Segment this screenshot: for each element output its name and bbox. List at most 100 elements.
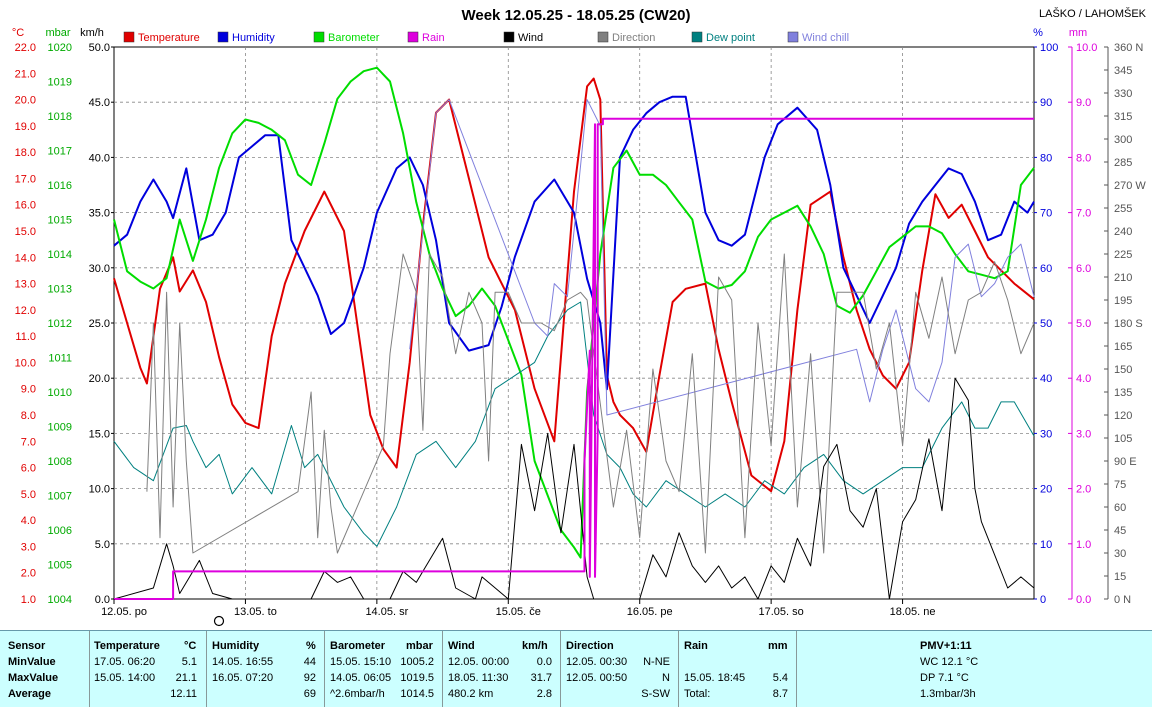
direction-avg-value: S-SW — [641, 688, 670, 700]
y-tick-label-dir: 315 — [1114, 111, 1132, 123]
y-tick-label-wind: 20.0 — [89, 373, 110, 385]
series-line-temperature — [113, 77, 1035, 493]
series-line-direction — [146, 253, 1035, 554]
y-tick-label-rain: 1.0 — [1076, 539, 1091, 551]
barometer-unit: mbar — [406, 640, 433, 652]
y-tick-label-dir: 150 — [1114, 364, 1132, 376]
sensor-header: Sensor — [8, 640, 46, 652]
temperature-max-value: 21.1 — [175, 672, 197, 684]
y-tick-label-baro: 1007 — [48, 491, 72, 503]
y-tick-label-wind: 0.0 — [95, 594, 110, 606]
y-tick-label-dir: 45 — [1114, 525, 1126, 537]
legend-label: Wind — [518, 32, 543, 44]
y-tick-label-temp: 22.0 — [15, 42, 36, 54]
y-tick-label-wind: 10.0 — [89, 484, 110, 496]
legend-label: Temperature — [138, 32, 200, 44]
y-tick-label-baro: 1008 — [48, 456, 72, 468]
pmv-header: PMV+1:11 — [920, 640, 972, 652]
y-tick-label-dir: 30 — [1114, 548, 1126, 560]
y-tick-label-baro: 1009 — [48, 422, 72, 434]
series-line-rain — [114, 117, 1034, 600]
wind-max-value: 31.7 — [530, 672, 552, 684]
y-tick-label-baro: 1014 — [48, 249, 72, 261]
y-tick-label-temp: 10.0 — [15, 357, 36, 369]
pressure-trend: 1.3mbar/3h — [920, 688, 976, 700]
x-axis: 12.05. po 13.05. to 14.05. sr 15.05. če 16.0… — [101, 599, 936, 618]
y-tick-label-dir: 75 — [1114, 479, 1126, 491]
y-tick-label-temp: 20.0 — [15, 95, 36, 107]
humidity-unit: % — [306, 640, 316, 652]
legend-swatch — [503, 31, 515, 43]
temperature-min-time: 17.05. 06:20 — [94, 656, 156, 668]
axis-unit-label: mm — [1069, 27, 1087, 39]
x-tick-label: 17.05. so — [759, 606, 804, 618]
y-tick-label-baro: 1017 — [48, 146, 72, 158]
barometer-max-value: 1019.5 — [400, 672, 434, 684]
barometer-avg-value: 1014.5 — [400, 688, 434, 700]
y-tick-label-temp: 14.0 — [15, 252, 36, 264]
y-tick-label-hum: 70 — [1040, 208, 1052, 220]
direction-max-time: 12.05. 00:50 — [566, 672, 628, 684]
legend-swatch — [597, 31, 609, 43]
humidity-max-time: 16.05. 07:20 — [212, 672, 274, 684]
x-tick-label: 13.05. to — [234, 606, 277, 618]
statistics-table: Sensor MinValue MaxValue Average Tempera… — [0, 630, 1152, 707]
y-tick-label-hum: 0 — [1040, 594, 1046, 606]
y-tick-label-dir: 165 — [1114, 341, 1132, 353]
y-tick-label-dir: 0 N — [1114, 594, 1131, 606]
y-tick-label-baro: 1011 — [48, 353, 72, 365]
y-tick-label-rain: 0.0 — [1076, 594, 1091, 606]
y-tick-label-dir: 240 — [1114, 226, 1132, 238]
wind-distance: 480.2 km — [448, 688, 494, 700]
y-tick-label-rain: 4.0 — [1076, 373, 1091, 385]
dew-point-value: DP 7.1 °C — [920, 672, 969, 684]
y-tick-label-temp: 3.0 — [21, 541, 36, 553]
y-tick-label-wind: 45.0 — [89, 97, 110, 109]
x-tick-label: 18.05. ne — [890, 606, 936, 618]
temperature-unit: °C — [184, 640, 197, 652]
barometer-trend: ^2.6mbar/h — [330, 688, 385, 700]
axis-unit-labels: °C mbar km/h% mm — [12, 27, 1087, 39]
y-tick-label-wind: 50.0 — [89, 42, 110, 54]
y-tick-label-wind: 40.0 — [89, 152, 110, 164]
legend-swatch — [313, 31, 325, 43]
legend-swatch — [407, 31, 419, 43]
temperature-min-value: 5.1 — [181, 656, 197, 668]
y-tick-label-dir: 300 — [1114, 134, 1132, 146]
temperature-max-time: 15.05. 14:00 — [94, 672, 156, 684]
rain-header: Rain — [684, 640, 708, 652]
station-name: LAŠKO / LAHOMŠEK — [1039, 7, 1147, 20]
barometer-max-time: 14.05. 06:05 — [330, 672, 392, 684]
humidity-max-value: 92 — [303, 672, 316, 684]
y-tick-label-wind: 25.0 — [89, 318, 110, 330]
legend-swatch — [691, 31, 703, 43]
y-tick-label-baro: 1005 — [48, 560, 72, 572]
y-tick-label-baro: 1016 — [48, 180, 72, 192]
barometer-min-time: 15.05. 15:10 — [330, 656, 392, 668]
y-tick-label-baro: 1010 — [48, 387, 72, 399]
y-tick-label-dir: 210 — [1114, 272, 1132, 284]
y-tick-label-rain: 9.0 — [1076, 97, 1091, 109]
series-line-wind-chill — [409, 99, 1035, 416]
direction-header: Direction — [566, 640, 614, 652]
min-row-label: MinValue — [8, 656, 56, 668]
series-lines — [113, 66, 1035, 600]
humidity-header: Humidity — [212, 640, 260, 652]
y-tick-label-temp: 4.0 — [21, 515, 36, 527]
y-tick-label-rain: 8.0 — [1076, 152, 1091, 164]
y-tick-label-wind: 5.0 — [95, 539, 110, 551]
rain-total-value: 8.7 — [772, 688, 788, 700]
y-tick-label-temp: 1.0 — [21, 594, 36, 606]
y-tick-label-rain: 2.0 — [1076, 484, 1091, 496]
y-tick-label-dir: 135 — [1114, 387, 1132, 399]
wind-header: Wind — [448, 640, 475, 652]
y-tick-label-temp: 2.0 — [21, 568, 36, 580]
legend-label: Direction — [612, 32, 655, 44]
y-tick-label-baro: 1004 — [48, 594, 72, 606]
y-tick-label-wind: 15.0 — [89, 428, 110, 440]
axis-unit-label: °C — [12, 27, 24, 39]
direction-min-time: 12.05. 00:30 — [566, 656, 628, 668]
wind-chill-value: WC 12.1 °C — [920, 656, 979, 668]
y-tick-label-hum: 90 — [1040, 97, 1052, 109]
wind-avg-value: 2.8 — [536, 688, 552, 700]
